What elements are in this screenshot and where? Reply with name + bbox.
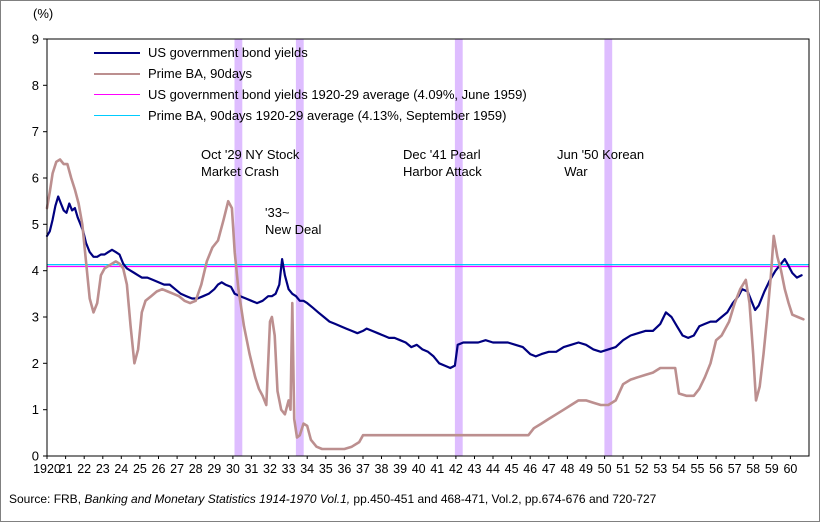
x-tick-label: 56 — [709, 462, 723, 476]
x-tick-label: 40 — [412, 462, 426, 476]
legend-item: Prime BA, 90days 1920-29 average (4.13%,… — [94, 105, 527, 126]
x-tick-label: 41 — [430, 462, 444, 476]
plot-frame — [46, 38, 810, 457]
source-title: Banking and Monetary Statistics 1914-197… — [84, 492, 351, 506]
x-tick-label: 58 — [746, 462, 760, 476]
x-tick-label: 24 — [114, 462, 128, 476]
source-citation: Source: FRB, Banking and Monetary Statis… — [9, 492, 656, 506]
y-tick-label: 3 — [32, 310, 39, 325]
legend-item: US government bond yields — [94, 42, 527, 63]
x-tick-label: 36 — [337, 462, 351, 476]
x-tick-label: 33 — [282, 462, 296, 476]
x-tick-label: 35 — [319, 462, 333, 476]
y-tick-label: 1 — [32, 402, 39, 417]
x-tick-label: 23 — [96, 462, 110, 476]
legend-line-sample — [94, 94, 140, 95]
y-tick-label: 9 — [32, 32, 39, 47]
legend-item: Prime BA, 90days — [94, 63, 527, 84]
x-tick-label: 42 — [449, 462, 463, 476]
series-line-1 — [45, 158, 805, 451]
legend-line-sample — [94, 72, 140, 75]
x-tick-label: 38 — [375, 462, 389, 476]
x-tick-label: 55 — [691, 462, 705, 476]
x-tick-label: 59 — [765, 462, 779, 476]
y-axis-unit-label: (%) — [33, 6, 54, 21]
legend-item: US government bond yields 1920-29 averag… — [94, 84, 527, 105]
y-tick-label: 7 — [32, 124, 39, 139]
x-tick-label: 28 — [189, 462, 203, 476]
event-band — [295, 39, 304, 456]
x-tick-label: 47 — [542, 462, 556, 476]
legend-label: US government bond yields — [148, 45, 308, 60]
legend: US government bond yields Prime BA, 90day… — [94, 42, 527, 126]
x-tick-label: 37 — [356, 462, 370, 476]
series-line-0 — [45, 195, 803, 370]
x-tick-label: 29 — [207, 462, 221, 476]
y-tick-label: 6 — [32, 171, 39, 186]
x-tick-label: 51 — [616, 462, 630, 476]
legend-label: Prime BA, 90days 1920-29 average (4.13%,… — [148, 108, 507, 123]
x-tick-label: 25 — [133, 462, 147, 476]
legend-label: Prime BA, 90days — [148, 66, 253, 81]
y-tick-label: 4 — [32, 263, 39, 278]
event-band — [604, 39, 613, 456]
x-tick-label: 1920 — [33, 462, 61, 476]
x-tick-label: 31 — [244, 462, 258, 476]
y-tick-label: 8 — [32, 78, 39, 93]
x-tick-label: 44 — [486, 462, 500, 476]
x-tick-label: 32 — [263, 462, 277, 476]
x-tick-label: 60 — [783, 462, 797, 476]
x-tick-label: 52 — [635, 462, 649, 476]
legend-line-sample — [94, 115, 140, 116]
x-tick-label: 53 — [653, 462, 667, 476]
x-tick-label: 50 — [598, 462, 612, 476]
x-tick-label: 22 — [77, 462, 91, 476]
x-tick-label: 30 — [226, 462, 240, 476]
source-prefix: Source: FRB, — [9, 492, 85, 506]
y-tick-label: 5 — [32, 217, 39, 232]
y-tick-label: 2 — [32, 356, 39, 371]
x-tick-label: 43 — [468, 462, 482, 476]
legend-line-sample — [94, 51, 140, 54]
x-tick-label: 26 — [152, 462, 166, 476]
event-band — [454, 39, 463, 456]
x-tick-label: 45 — [505, 462, 519, 476]
x-tick-label: 54 — [672, 462, 686, 476]
x-tick-label: 27 — [170, 462, 184, 476]
event-band — [234, 39, 243, 456]
x-tick-label: 21 — [59, 462, 73, 476]
source-pages: pp.450-451 and 468-471, Vol.2, pp.674-67… — [350, 492, 657, 506]
x-tick-label: 46 — [523, 462, 537, 476]
legend-label: US government bond yields 1920-29 averag… — [148, 87, 527, 102]
x-tick-label: 57 — [728, 462, 742, 476]
x-tick-label: 48 — [560, 462, 574, 476]
x-tick-label: 34 — [300, 462, 314, 476]
y-tick-label: 0 — [32, 449, 39, 464]
x-tick-label: 49 — [579, 462, 593, 476]
x-tick-label: 39 — [393, 462, 407, 476]
